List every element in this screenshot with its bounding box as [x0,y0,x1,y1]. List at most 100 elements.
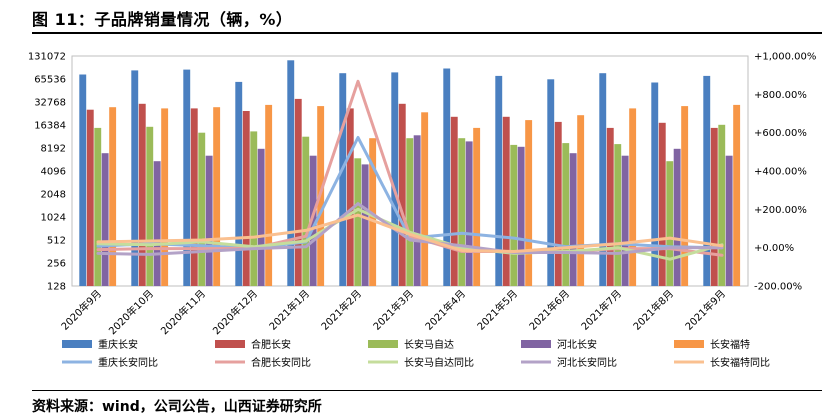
bar [346,108,354,287]
legend-swatch [674,340,704,348]
bar [621,155,629,286]
bar [547,79,555,286]
bar [510,144,518,286]
bar [562,143,570,286]
bar [599,73,607,286]
bar [443,68,451,286]
legend-label: 重庆长安 [98,338,138,351]
legend-swatch [62,340,92,348]
y-left-tick: 16384 [34,121,66,132]
y-left-tick: 2048 [41,190,66,201]
x-tick-label: 2021年9月 [682,287,728,333]
y-right-tick: +600.00% [754,128,807,139]
bar [606,127,614,287]
bar [213,107,221,286]
sales-chart: 128 256 512 1024 2048 4096 8192 16384 32768 65536… [28,52,817,370]
bar [473,127,481,287]
source-note: 资料来源：wind，公司公告，山西证券研究所 [32,399,322,415]
bar [354,158,362,286]
legend-label: 合肥长安 [251,338,291,351]
bar [79,74,87,286]
legend-label: 长安马自达同比 [404,356,474,369]
y-left-tick: 4096 [41,167,66,178]
y-left-tick: 128 [47,282,66,293]
bar [458,138,466,286]
legend-label: 长安福特 [710,338,750,351]
bar [718,124,726,286]
x-tick-label: 2021年8月 [630,287,676,333]
bar [391,72,399,287]
x-tick-label: 2021年3月 [370,287,416,333]
x-tick-label: 2020年10月 [106,287,156,337]
bar [161,108,169,287]
bar [86,109,94,286]
bar [265,104,273,287]
bar [703,75,711,287]
bar [183,69,191,286]
legend-label: 合肥长安同比 [251,356,311,369]
y-right-tick: +800.00% [754,90,807,101]
bar [339,73,347,286]
legend-swatch [368,340,398,348]
bar [517,146,525,286]
bar [651,82,659,286]
bar [287,60,295,286]
bar [413,135,421,286]
bar [131,70,139,287]
figure-title: 图 11：子品牌销量情况（辆，%） [32,10,293,29]
bar [361,164,369,286]
bar [101,153,109,286]
bar [658,122,666,286]
y-right-tick: -200.00% [754,282,802,293]
x-tick-label: 2021年2月 [318,287,364,333]
bar [710,127,718,287]
yoy-line [96,213,724,253]
legend-label: 长安福特同比 [710,356,770,369]
bar [294,98,302,287]
bar [725,155,733,286]
bar [198,132,206,286]
yoy-line [96,207,724,261]
y-left-tick: 256 [47,259,66,270]
bar [502,116,510,286]
bar [94,127,102,287]
bar [398,103,406,286]
bar [138,103,146,286]
y-right-tick: +400.00% [754,167,807,178]
x-tick-label: 2021年5月 [474,287,520,333]
y-left-tick: 32768 [34,98,66,109]
legend-label: 河北长安同比 [557,356,617,369]
bar [257,148,265,286]
bar [666,161,674,286]
x-tick-label: 2020年9月 [58,287,104,333]
bar [421,112,429,286]
bar [673,148,681,286]
bar [302,136,310,286]
bar [242,111,250,286]
legend-label: 河北长安 [557,338,597,351]
legend-swatch [521,340,551,348]
title-rule [32,32,822,34]
y-left-tick: 131072 [28,52,66,63]
x-tick-label: 2020年12月 [210,287,260,337]
y-right-tick: +200.00% [754,205,807,216]
bar [205,155,213,286]
y-left-tick: 512 [47,236,66,247]
x-tick-label: 2021年1月 [266,287,312,333]
y-left-tick: 8192 [41,144,66,155]
y-left-tick: 1024 [41,213,66,224]
y-right-tick: +0.00% [754,243,794,254]
bar [495,75,503,287]
legend-label: 长安马自达 [404,338,454,351]
x-tick-label: 2020年11月 [158,287,208,337]
bar [465,141,473,286]
bar [153,161,161,286]
bar [146,126,154,286]
source-rule [32,390,822,391]
y-left-tick: 65536 [34,75,66,86]
legend-label: 重庆长安同比 [98,356,158,369]
bar [406,138,414,286]
bar [235,81,243,287]
bar [250,131,258,286]
bar [525,120,533,286]
